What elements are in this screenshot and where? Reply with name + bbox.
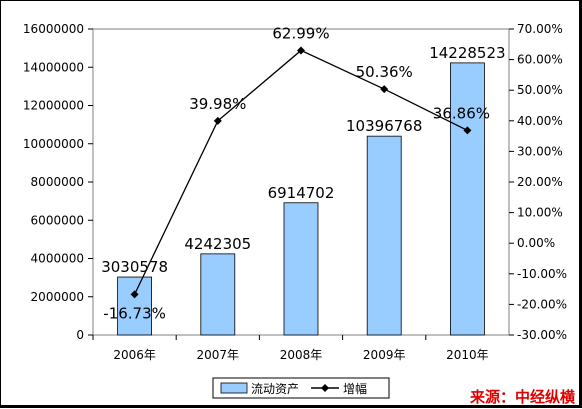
legend-bar-label: 流动资产 xyxy=(251,382,299,396)
legend-bar-swatch xyxy=(220,382,248,394)
line-data-label: 50.36% xyxy=(356,63,413,81)
right-axis-tick-label: 0.00% xyxy=(517,236,555,250)
line-marker xyxy=(213,116,222,125)
right-axis-tick-label: -20.00% xyxy=(517,297,567,311)
line-data-label: 39.98% xyxy=(189,95,246,113)
line-data-label: 62.99% xyxy=(272,24,329,42)
line-marker xyxy=(463,126,472,135)
left-axis-tick-label: 8000000 xyxy=(31,175,84,189)
left-axis-tick-label: 12000000 xyxy=(23,99,84,113)
right-axis-tick-label: 10.00% xyxy=(517,206,563,220)
x-axis-tick-label: 2010年 xyxy=(446,348,489,362)
legend-line-marker xyxy=(321,384,329,392)
right-axis-tick-label: 20.00% xyxy=(517,175,563,189)
left-axis-tick-label: 10000000 xyxy=(23,137,84,151)
line-marker xyxy=(297,46,305,55)
left-axis-tick-label: 14000000 xyxy=(23,60,84,74)
left-axis-tick-label: 0 xyxy=(76,328,84,342)
line-marker xyxy=(380,85,389,94)
right-axis-tick-label: 40.00% xyxy=(517,114,563,128)
x-axis-tick-label: 2008年 xyxy=(280,348,323,362)
line-marker xyxy=(130,290,139,299)
left-axis-tick-label: 16000000 xyxy=(23,22,84,36)
right-axis-tick-label: 60.00% xyxy=(517,53,563,67)
left-axis-tick-label: 2000000 xyxy=(31,290,84,304)
bar xyxy=(283,202,319,336)
bar-series xyxy=(117,62,485,336)
line-series xyxy=(130,46,472,299)
bar-data-label: 6914702 xyxy=(268,184,335,202)
right-axis-tick-label: 50.00% xyxy=(517,83,563,97)
line-data-label: -16.73% xyxy=(103,304,166,322)
legend-box xyxy=(212,377,390,399)
right-axis: -30.00% -20.00% -10.00% 0.00% 10.00% 20.00% 30… xyxy=(509,22,567,342)
right-axis-tick-label: -10.00% xyxy=(517,267,567,281)
x-axis-tick-label: 2006年 xyxy=(113,348,156,362)
left-axis-tick-label: 6000000 xyxy=(31,213,84,227)
bar xyxy=(366,135,402,336)
line-data-labels: -16.73% 39.98% 62.99% 50.36% 36.86% xyxy=(103,24,490,322)
legend-line-label: 增幅 xyxy=(343,381,367,396)
bar-data-labels: 3030578 4242305 6914702 10396768 14228523 xyxy=(101,44,505,276)
bar-data-label: 10396768 xyxy=(346,117,422,135)
left-axis-tick-label: 4000000 xyxy=(31,252,84,266)
bar-data-label: 3030578 xyxy=(101,258,168,276)
bar xyxy=(449,62,485,336)
x-axis-tick-label: 2007年 xyxy=(197,348,240,362)
x-axis-tick-label: 2009年 xyxy=(363,348,406,362)
legend: 流动资产 增幅 xyxy=(212,377,390,399)
bar xyxy=(200,253,236,336)
right-axis-tick-label: 30.00% xyxy=(517,144,563,158)
source-label: 来源：中经纵横 xyxy=(469,388,576,406)
line-data-label: 36.86% xyxy=(433,104,490,122)
right-axis-tick-label: -30.00% xyxy=(517,328,567,342)
bar xyxy=(117,276,152,336)
x-axis: 2006年 2007年 2008年 2009年 2010年 xyxy=(92,335,489,362)
right-axis-tick-label: 70.00% xyxy=(517,22,563,36)
bar-data-label: 4242305 xyxy=(184,235,251,253)
left-axis: 0 2000000 4000000 6000000 8000000 10000000 120… xyxy=(23,22,93,342)
bar-data-label: 14228523 xyxy=(429,44,505,62)
